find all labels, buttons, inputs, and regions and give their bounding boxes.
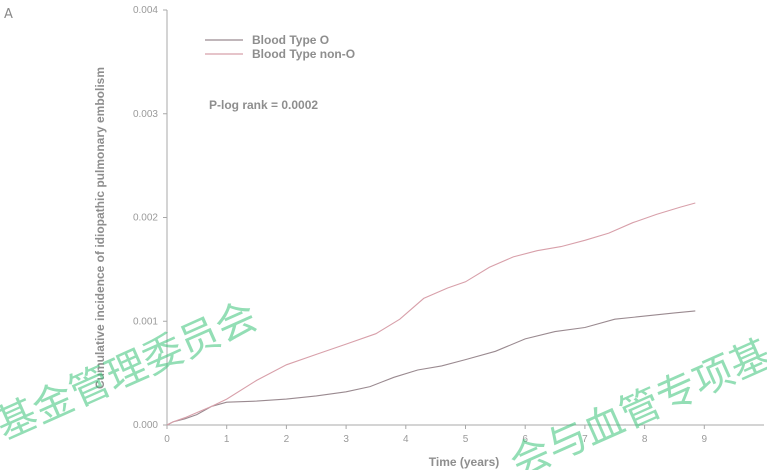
legend-label: Blood Type non-O: [252, 47, 355, 61]
series-line-blood-type-non-o: [166, 202, 696, 426]
x-tick-label: 7: [582, 434, 588, 445]
p-value-annotation: P-log rank = 0.0002: [209, 98, 318, 112]
x-tick-label: 8: [642, 434, 648, 445]
x-tick-label: 2: [284, 434, 290, 445]
x-tick-label: 9: [702, 434, 708, 445]
y-tick-label: 0.003: [133, 109, 158, 120]
x-axis-label: Time (years): [429, 455, 499, 469]
x-tick-label: 6: [522, 434, 528, 445]
y-tick-label: 0.002: [133, 213, 158, 224]
tick-marks: 0 1 2 3 4 5 6 7 8 9 0.000 0.001 0.002 0.003 0.004: [133, 5, 708, 445]
legend-label: Blood Type O: [252, 33, 329, 47]
series-line-blood-type-o: [166, 310, 696, 426]
x-tick-label: 1: [224, 434, 230, 445]
y-tick-label: 0.001: [133, 316, 158, 327]
y-axis-label: Cumulative incidence of idiopathic pulmo…: [93, 67, 107, 389]
panel-label: A: [4, 7, 13, 22]
axes: [163, 10, 764, 429]
y-tick-label: 0.004: [133, 5, 158, 16]
x-tick-label: 4: [403, 434, 409, 445]
x-tick-label: 0: [164, 434, 170, 445]
series-lines: [166, 202, 696, 426]
watermark-text-left: 基金管理委员会: [0, 293, 264, 449]
x-tick-label: 3: [343, 434, 349, 445]
y-tick-label: 0.000: [133, 420, 158, 431]
x-tick-label: 5: [463, 434, 469, 445]
watermark-text-right: 会与血管专项基: [503, 331, 767, 470]
